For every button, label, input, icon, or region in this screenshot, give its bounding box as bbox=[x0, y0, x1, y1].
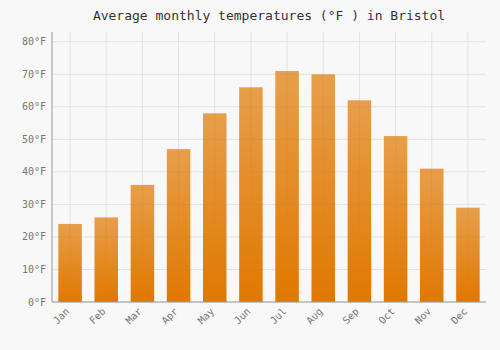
y-tick-label: 60°F bbox=[22, 101, 46, 112]
x-tick-label: Nov bbox=[413, 306, 434, 327]
bar bbox=[58, 224, 82, 302]
y-grid-line bbox=[52, 302, 486, 303]
x-tick-label: May bbox=[196, 306, 217, 327]
grid bbox=[52, 32, 486, 302]
y-tick-label: 80°F bbox=[22, 36, 46, 47]
y-tick-label: 50°F bbox=[22, 134, 46, 145]
y-tick-label: 30°F bbox=[22, 199, 46, 210]
x-tick-label: Jan bbox=[51, 306, 72, 327]
bar bbox=[420, 169, 444, 302]
y-tick-label: 0°F bbox=[28, 297, 46, 308]
bar bbox=[131, 185, 155, 302]
y-grid-line bbox=[52, 41, 486, 42]
y-axis-line bbox=[52, 32, 53, 302]
x-tick-label: Mar bbox=[123, 306, 144, 327]
axes: 0°F 10°F 20°F 30°F 40°F 50°F 60°F 70°F 80°F Jan Fe… bbox=[22, 32, 486, 326]
bar bbox=[384, 136, 408, 302]
x-tick-label: Jun bbox=[232, 306, 253, 327]
bar bbox=[311, 74, 335, 302]
y-tick-label: 70°F bbox=[22, 69, 46, 80]
y-grid-line bbox=[52, 74, 486, 75]
bar bbox=[167, 149, 191, 302]
x-tick-label: Feb bbox=[87, 306, 108, 327]
x-tick-label: Dec bbox=[449, 306, 470, 327]
y-tick-label: 40°F bbox=[22, 166, 46, 177]
x-tick-label: Apr bbox=[159, 306, 180, 327]
x-tick-label: Jul bbox=[268, 306, 289, 327]
y-tick-label: 10°F bbox=[22, 264, 46, 275]
bar bbox=[275, 71, 299, 302]
bars bbox=[58, 71, 479, 302]
chart: Average monthly temperatures (°F ) in Br… bbox=[0, 0, 500, 350]
bar bbox=[456, 208, 480, 302]
x-axis-line bbox=[52, 302, 486, 303]
chart-container: Average monthly temperatures (°F ) in Br… bbox=[0, 0, 500, 350]
bar bbox=[239, 87, 263, 302]
x-tick-label: Aug bbox=[304, 306, 325, 327]
bar bbox=[203, 113, 227, 302]
bar bbox=[94, 217, 118, 302]
bar bbox=[348, 100, 372, 302]
y-tick-label: 20°F bbox=[22, 231, 46, 242]
y-grid-line bbox=[52, 139, 486, 140]
title: Average monthly temperatures (°F ) in Br… bbox=[93, 8, 445, 23]
x-tick-label: Oct bbox=[376, 306, 397, 327]
y-grid-line bbox=[52, 106, 486, 107]
x-tick-label: Sep bbox=[340, 306, 361, 327]
